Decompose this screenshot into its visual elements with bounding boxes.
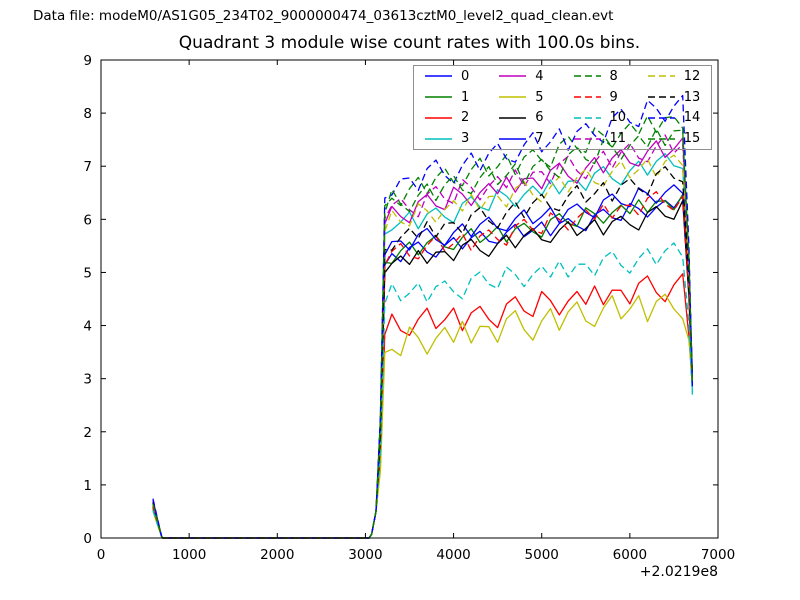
legend-entry-7: 7 <box>488 132 562 145</box>
legend-line-swatch <box>425 137 452 140</box>
chart-title: Quadrant 3 module wise count rates with … <box>178 33 641 53</box>
legend-line-swatch <box>647 117 675 119</box>
legend-entry-2: 2 <box>414 111 488 124</box>
legend-entry-14: 14 <box>637 111 711 124</box>
legend-entry-9: 9 <box>563 91 637 104</box>
legend-entry-12: 12 <box>637 70 711 83</box>
series-line-5 <box>152 293 694 539</box>
legend-label: 7 <box>535 131 544 147</box>
legend-line-swatch <box>499 137 527 140</box>
legend-entry-5: 5 <box>488 91 562 104</box>
series-line-10 <box>152 242 694 539</box>
legend-line-swatch <box>425 117 452 119</box>
axes-frame <box>100 59 719 539</box>
legend-line-swatch <box>499 96 527 98</box>
legend-entry-0: 0 <box>414 70 488 83</box>
legend-line-swatch <box>647 75 675 78</box>
legend-label: 13 <box>683 89 701 105</box>
series-line-11 <box>152 134 694 539</box>
y-tick-label: 0 <box>83 531 92 547</box>
legend-entry-4: 4 <box>488 70 562 83</box>
legend-entry-6: 6 <box>488 111 562 124</box>
x-tick-label: 4000 <box>436 547 470 563</box>
legend-label: 5 <box>535 89 544 105</box>
legend-entry-13: 13 <box>637 91 711 104</box>
legend-label: 14 <box>683 110 701 126</box>
legend-entry-15: 15 <box>637 132 711 145</box>
series-line-9 <box>152 191 694 539</box>
y-tick-label: 8 <box>83 106 92 122</box>
legend-line-swatch <box>425 75 452 78</box>
legend-label: 12 <box>683 68 701 84</box>
x-tick-label: 3000 <box>348 547 382 563</box>
legend-line-swatch <box>573 137 601 140</box>
legend-line-swatch <box>499 75 527 78</box>
x-tick-label: 5000 <box>525 547 559 563</box>
legend-label: 2 <box>461 110 470 126</box>
y-tick-label: 2 <box>83 425 92 441</box>
legend-label: 4 <box>535 68 544 84</box>
x-tick-label: 1000 <box>172 547 206 563</box>
x-tick-label: 0 <box>97 547 106 563</box>
legend-label: 15 <box>683 131 701 147</box>
y-tick-label: 7 <box>83 159 92 175</box>
legend-label: 8 <box>609 68 618 84</box>
legend-entry-10: 10 <box>563 111 637 124</box>
legend-line-swatch <box>573 117 601 119</box>
legend-entry-1: 1 <box>414 91 488 104</box>
series-line-14 <box>152 94 694 539</box>
legend: 0 1 2 3 4 5 6 7 8 9 10 11 12 13 14 15 <box>413 65 712 150</box>
y-tick-label: 1 <box>83 478 92 494</box>
series-line-1 <box>152 193 694 539</box>
y-tick-label: 9 <box>83 53 92 69</box>
series-line-15 <box>152 128 694 539</box>
y-tick-label: 3 <box>83 372 92 388</box>
series-line-4 <box>152 137 694 539</box>
legend-line-swatch <box>573 96 601 98</box>
legend-line-swatch <box>647 96 675 98</box>
y-tick-label: 4 <box>83 319 92 335</box>
legend-line-swatch <box>499 117 527 119</box>
legend-line-swatch <box>573 75 601 78</box>
legend-entry-8: 8 <box>563 70 637 83</box>
x-axis-offset-label: +2.0219e8 <box>639 564 718 580</box>
x-tick-label: 7000 <box>701 547 735 563</box>
x-tick-label: 2000 <box>260 547 294 563</box>
legend-label: 10 <box>609 110 627 126</box>
legend-label: 1 <box>461 89 470 105</box>
data-file-header: Data file: modeM0/AS1G05_234T02_90000004… <box>33 8 614 24</box>
x-tick-label: 6000 <box>613 547 647 563</box>
legend-label: 11 <box>609 131 627 147</box>
series-line-7 <box>152 184 694 539</box>
y-tick-label: 5 <box>83 265 92 281</box>
legend-entry-11: 11 <box>563 132 637 145</box>
y-tick-label: 6 <box>83 212 92 228</box>
legend-label: 0 <box>461 68 470 84</box>
series-line-2 <box>152 273 694 539</box>
series-line-0 <box>152 194 694 539</box>
legend-label: 9 <box>609 89 618 105</box>
legend-label: 6 <box>535 110 544 126</box>
legend-line-swatch <box>425 96 452 98</box>
legend-line-swatch <box>647 137 675 140</box>
legend-entry-3: 3 <box>414 132 488 145</box>
legend-label: 3 <box>461 131 470 147</box>
